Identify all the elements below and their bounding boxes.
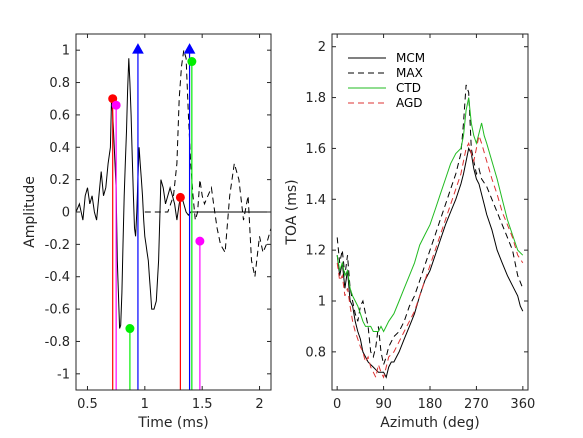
left-ytick-label: 1	[62, 44, 70, 59]
legend-label: AGD	[396, 96, 423, 110]
right-plot-area	[332, 34, 528, 390]
right-ytick-label: 1.2	[305, 244, 326, 259]
right-series-line-3	[336, 133, 524, 379]
right-x-axis-label: Azimuth (deg)	[380, 415, 479, 431]
left-markers-group	[108, 43, 205, 390]
right-xtick-label: 270	[464, 397, 489, 412]
left-marker-dot	[125, 324, 135, 334]
right-xtick-label: 180	[418, 397, 443, 412]
right-ytick-label: 1.4	[305, 193, 326, 208]
right-y-axis-label: TOA (ms)	[284, 179, 300, 245]
legend-label: CTD	[396, 81, 421, 95]
right-ytick-label: 1.8	[305, 91, 326, 106]
left-marker-dot	[111, 100, 121, 110]
right-xtick-label: 0	[333, 397, 341, 412]
right-series-line-0	[336, 146, 524, 379]
left-ytick-label: 0	[62, 206, 70, 221]
right-series-line-2	[336, 97, 524, 333]
amplitude-chart: 0.5 1 1.5 2 -1 -0.8 -0.6 -0.4 -0.2 0 0.2 0.4 0.6 0.8 1…	[22, 33, 272, 431]
left-x-axis-label: Time (ms)	[137, 415, 209, 431]
right-xtick-label: 360	[510, 397, 535, 412]
left-ticks-group: 0.5 1 1.5 2 -1 -0.8 -0.6 -0.4 -0.2 0 0.2 0.4 0.6 0.8 1	[45, 34, 271, 412]
left-marker-triangle	[183, 43, 196, 54]
legend-label: MAX	[396, 66, 423, 80]
left-marker-triangle	[132, 43, 144, 54]
left-ytick-label: -1	[57, 367, 70, 382]
right-ytick-label: 1.6	[305, 142, 326, 157]
left-marker-dot	[187, 57, 197, 67]
right-ticks-group: 0 90 180 270 360 0.8 1 1.2 1.4 1.6 1.8 2	[305, 34, 535, 412]
left-y-axis-label: Amplitude	[22, 176, 38, 248]
toa-chart: 0 90 180 270 360 0.8 1 1.2 1.4 1.6 1.8 2 Azimuth (d…	[284, 33, 535, 431]
left-xtick-label: 1.5	[192, 397, 213, 412]
left-marker-dot	[195, 236, 205, 246]
right-ytick-label: 2	[318, 40, 326, 55]
left-ytick-label: -0.2	[45, 238, 70, 253]
left-xtick-label: 2	[255, 397, 263, 412]
right-xtick-label: 90	[375, 397, 392, 412]
right-ytick-label: 0.8	[305, 345, 326, 360]
left-ytick-label: -0.4	[45, 270, 70, 285]
right-series-group	[336, 84, 524, 379]
left-marker-dot	[175, 192, 185, 202]
left-ytick-label: -0.8	[45, 335, 70, 350]
legend-label: MCM	[396, 51, 425, 65]
left-ytick-label: -0.6	[45, 303, 70, 318]
left-ytick-label: 0.2	[49, 173, 70, 188]
left-xtick-label: 0.5	[77, 397, 98, 412]
left-series-group	[76, 50, 271, 329]
left-xtick-label: 1	[141, 397, 149, 412]
right-ytick-label: 1	[318, 295, 326, 310]
left-ytick-label: 0.6	[49, 108, 70, 123]
left-ytick-label: 0.8	[49, 76, 70, 91]
left-ytick-label: 0.4	[49, 141, 70, 156]
left-series-line-1	[144, 50, 271, 277]
